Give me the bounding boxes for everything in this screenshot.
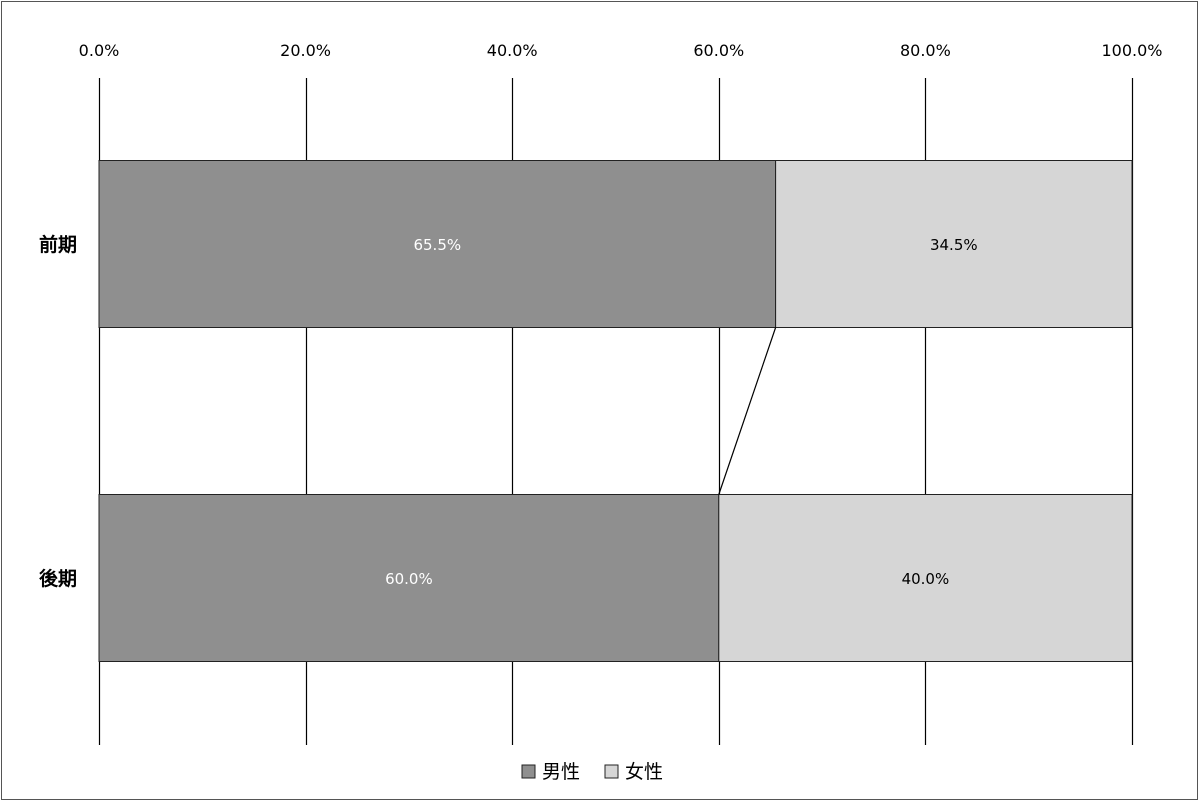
data-label: 34.5% [930, 236, 978, 254]
x-tick-label: 80.0% [900, 41, 951, 60]
data-label: 40.0% [902, 570, 950, 588]
x-tick-label: 0.0% [79, 41, 120, 60]
bar-segment [98, 494, 720, 662]
x-axis-ticks: 0.0% 20.0% 40.0% 60.0% 80.0% 100.0% [79, 41, 1163, 60]
legend: 男性 女性 [521, 761, 663, 783]
data-label: 65.5% [413, 236, 461, 254]
category-label: 後期 [39, 567, 77, 590]
data-label: 60.0% [385, 570, 433, 588]
bar-segment [718, 494, 1133, 662]
x-tick-label: 40.0% [487, 41, 538, 60]
legend-label: 男性 [542, 761, 580, 783]
legend-label: 女性 [625, 761, 663, 783]
series-lines [718, 327, 777, 495]
legend-swatch [521, 764, 536, 779]
category-label: 前期 [39, 233, 77, 256]
x-tick-label: 20.0% [280, 41, 331, 60]
bars [98, 160, 1133, 662]
bar-segment [775, 160, 1133, 328]
legend-swatch [604, 764, 619, 779]
x-tick-label: 60.0% [693, 41, 744, 60]
x-tick-label: 100.0% [1101, 41, 1162, 60]
bar-segment [98, 160, 777, 328]
series-line [718, 327, 777, 495]
data-labels: 65.5% 34.5% 60.0% 40.0% [385, 236, 978, 588]
